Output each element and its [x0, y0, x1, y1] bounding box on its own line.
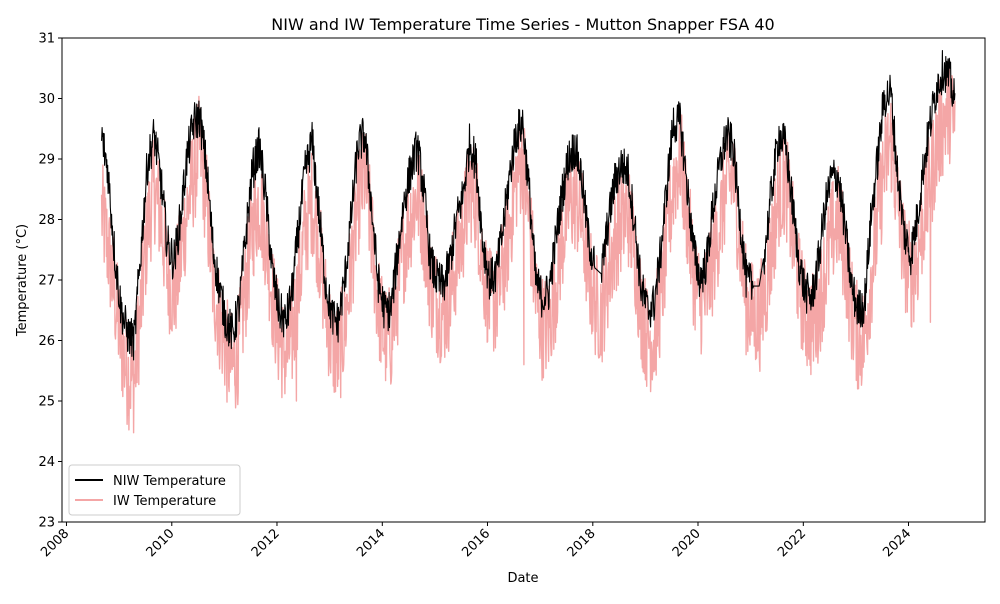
x-axis-label: Date: [507, 571, 538, 586]
legend-box: [68, 464, 241, 516]
y-tick-label: 29: [38, 153, 55, 168]
chart-title: NIW and IW Temperature Time Series - Mut…: [271, 15, 774, 34]
y-axis: 23 24 25 26 27 28 29 30 31: [38, 32, 62, 531]
y-axis-label: Temperature (°C): [15, 224, 30, 337]
series-line-niw: [101, 50, 956, 361]
legend-label-niw: NIW Temperature: [113, 474, 226, 489]
y-tick-label: 27: [38, 274, 55, 289]
y-tick-label: 23: [38, 516, 55, 531]
y-tick-label: 26: [38, 334, 55, 349]
y-tick-label: 28: [38, 213, 55, 228]
legend: NIW Temperature IW Temperature: [68, 464, 241, 516]
y-tick-label: 25: [38, 395, 55, 410]
y-tick-label: 24: [38, 455, 55, 470]
plot-lines: [100, 50, 956, 434]
legend-label-iw: IW Temperature: [113, 494, 216, 509]
y-tick-label: 31: [38, 32, 55, 47]
y-tick-label: 30: [38, 92, 55, 107]
